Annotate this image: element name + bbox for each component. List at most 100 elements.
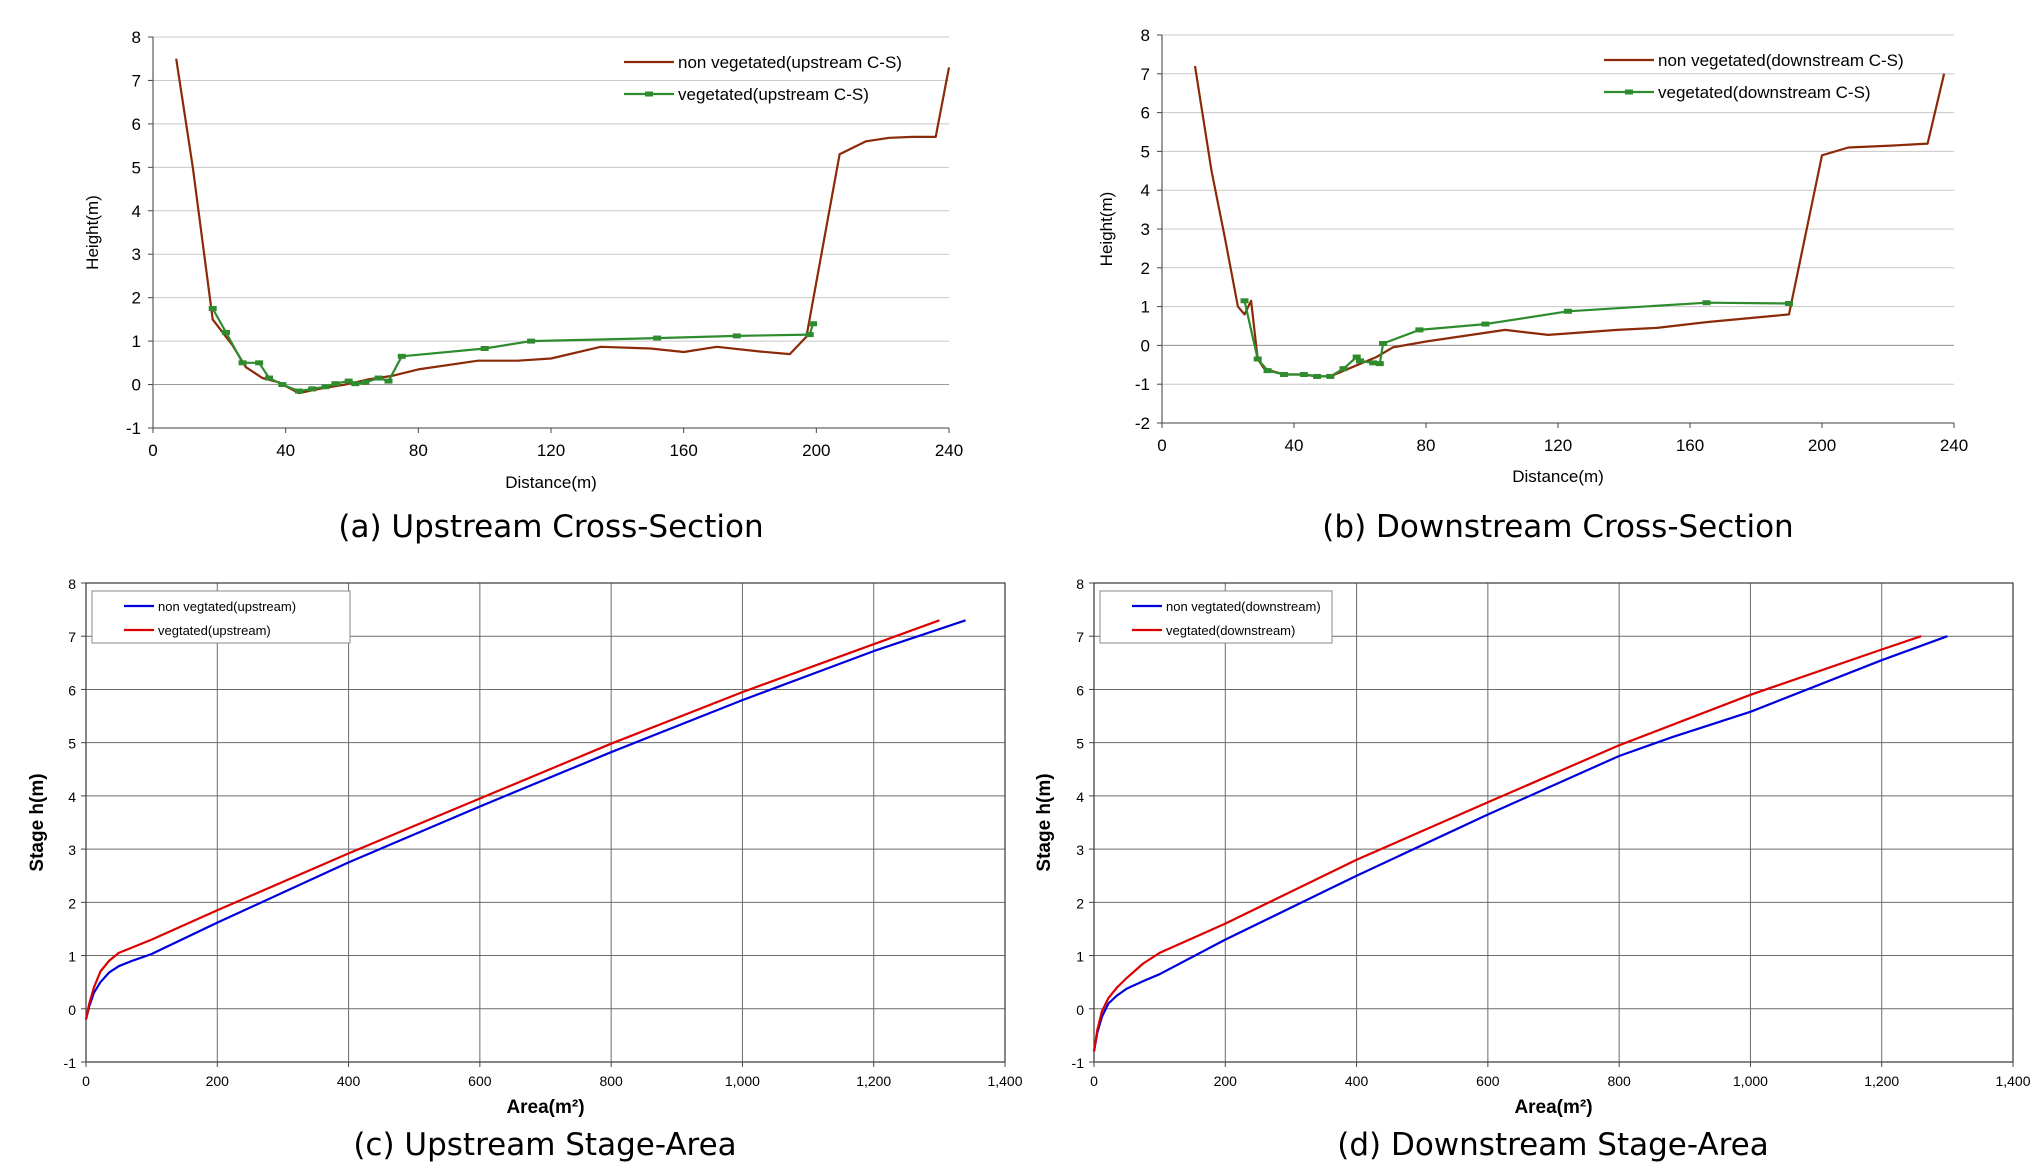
series-point (321, 384, 330, 390)
y-axis-label: Stage h(m) (27, 773, 48, 871)
series-line-vegetated (84, 619, 940, 1020)
series-point (1369, 360, 1378, 366)
panel-caption: (b) Downstream Cross-Section (1322, 509, 1793, 545)
y-tick-label: 3 (1141, 220, 1150, 239)
x-tick-label: 240 (1940, 436, 1968, 455)
y-tick-label: 0 (132, 376, 141, 395)
x-tick-label: 0 (148, 441, 157, 460)
legend-label: vegetated(upstream C-S) (678, 85, 869, 104)
series-point (265, 375, 274, 381)
series-point (361, 379, 370, 385)
legend-label: non vegtated(downstream) (1166, 599, 1321, 614)
legend-marker (1625, 89, 1633, 95)
y-tick-label: 8 (132, 28, 141, 47)
legend-label: non vegetated(downstream C-S) (1658, 51, 1904, 70)
series-point (278, 382, 287, 388)
legend-label: non vegetated(upstream C-S) (678, 53, 902, 72)
y-tick-label: 2 (132, 289, 141, 308)
y-tick-label: -1 (1135, 375, 1150, 394)
y-tick-label: 6 (1141, 104, 1150, 123)
series-point (1253, 356, 1262, 362)
series-point (732, 333, 741, 339)
panel-caption: (c) Upstream Stage-Area (353, 1127, 736, 1163)
plot-frame (1093, 582, 2014, 1063)
x-tick-label: 600 (1476, 1073, 1500, 1089)
y-tick-label: 5 (1141, 142, 1150, 161)
x-tick-label: 1,000 (1733, 1073, 1768, 1089)
panel-c-upstream-stage-area: -1 0 1 2 3 4 5 6 7 8 0 200 400 600 800 1,000 1,200 1,400 A… (27, 576, 1023, 1163)
x-tick-label: 0 (82, 1073, 90, 1089)
x-tick-label: 160 (669, 441, 697, 460)
x-tick-label: 1,400 (1995, 1073, 2030, 1089)
y-tick-label: 0 (1076, 1002, 1084, 1018)
series-point (1481, 321, 1490, 327)
y-tick-label: 3 (132, 245, 141, 264)
y-tick-label: 6 (68, 682, 76, 698)
y-axis-label: Stage h(m) (1034, 773, 1055, 871)
y-tick-label: 1 (68, 949, 76, 965)
y-tick-label: 1 (1076, 949, 1084, 965)
x-tick-label: 400 (1345, 1073, 1369, 1089)
series-point (1563, 308, 1572, 314)
legend-box (1099, 590, 1333, 644)
series-point (351, 381, 360, 387)
x-tick-label: 120 (537, 441, 565, 460)
series-line-vegetated (1243, 300, 1790, 378)
plot-frame (85, 582, 1006, 1063)
y-tick-label: 2 (1141, 259, 1150, 278)
x-tick-label: 400 (337, 1073, 361, 1089)
series-point (1313, 373, 1322, 379)
y-tick-label: 1 (1141, 298, 1150, 317)
series-point (294, 388, 303, 394)
series-point (344, 378, 353, 384)
y-axis-label: Height(m) (83, 195, 102, 270)
legend-box (91, 590, 351, 644)
y-tick-label: 7 (1141, 65, 1150, 84)
y-tick-label: 3 (1076, 842, 1084, 858)
x-tick-label: 600 (468, 1073, 492, 1089)
y-tick-label: 5 (68, 736, 76, 752)
series-point (1702, 300, 1711, 306)
series-point (805, 332, 814, 338)
series-point (1280, 372, 1289, 377)
series-point (527, 338, 536, 344)
y-tick-label: -1 (126, 419, 141, 438)
series-point (308, 386, 317, 392)
x-tick-label: 200 (1214, 1073, 1238, 1089)
y-tick-label: 8 (68, 576, 76, 592)
panel-caption: (d) Downstream Stage-Area (1337, 1127, 1768, 1163)
y-tick-label: 7 (132, 71, 141, 90)
y-tick-label: 5 (132, 158, 141, 177)
y-tick-label: 4 (1076, 789, 1084, 805)
series-point (1356, 358, 1364, 364)
series-point (1299, 372, 1308, 377)
series-point (653, 335, 662, 341)
series-point (221, 329, 230, 335)
legend: non vegetated(upstream C-S) vegetated(ups… (624, 53, 902, 104)
y-tick-label: 7 (1076, 629, 1084, 645)
x-tick-label: 1,200 (856, 1073, 891, 1089)
x-tick-label: 80 (1417, 436, 1436, 455)
series-point (397, 353, 406, 359)
y-tick-label: -1 (1072, 1055, 1085, 1071)
x-tick-label: 80 (409, 441, 428, 460)
x-tick-label: 0 (1157, 436, 1166, 455)
series-line-vegetated (211, 307, 815, 393)
x-tick-label: 160 (1676, 436, 1704, 455)
x-tick-label: 800 (1607, 1073, 1631, 1089)
x-tick-label: 40 (276, 441, 295, 460)
y-tick-label: 6 (132, 115, 141, 134)
panel-caption: (a) Upstream Cross-Section (338, 509, 763, 545)
series-point (1352, 354, 1361, 360)
series-point (208, 306, 217, 312)
series-point (1415, 327, 1424, 333)
legend-label: vegetated(downstream C-S) (1658, 83, 1871, 102)
x-tick-label: 200 (802, 441, 830, 460)
y-tick-label: -1 (64, 1055, 77, 1071)
series-line-vegetated (1092, 635, 1922, 1052)
x-axis-label: Distance(m) (505, 473, 597, 492)
y-tick-label: 4 (68, 789, 76, 805)
